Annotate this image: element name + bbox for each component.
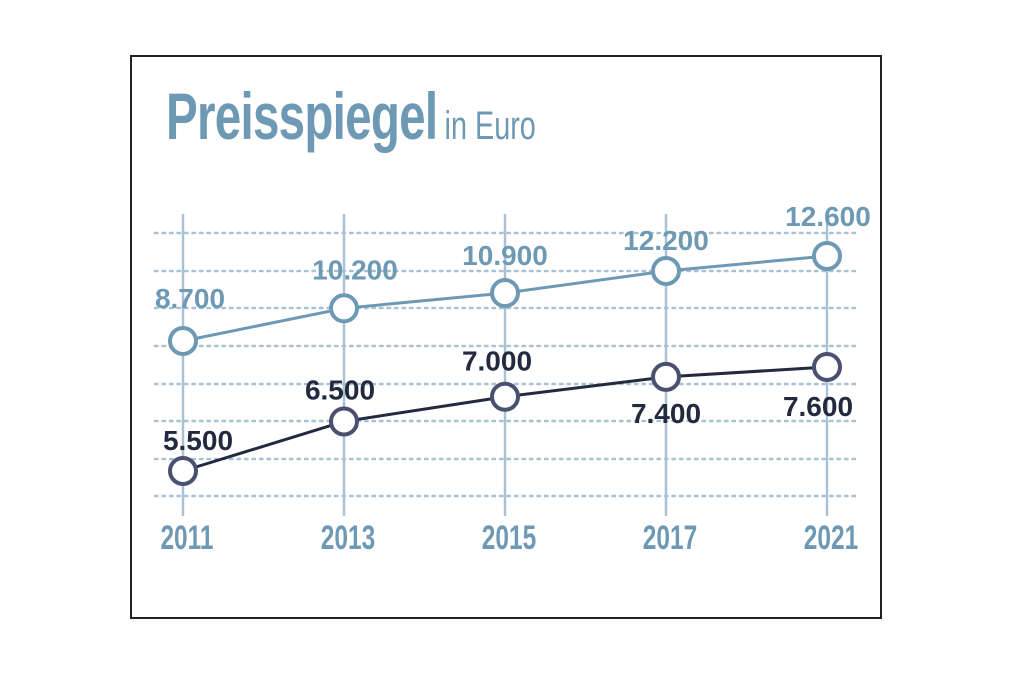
data-label: 10.900 (462, 240, 548, 271)
chart-title: Preisspiegel in Euro (166, 78, 536, 154)
x-tick-label: 2015 (482, 519, 536, 557)
data-label: 8.700 (155, 283, 225, 314)
data-label: 7.600 (783, 391, 853, 422)
x-tick-label: 2013 (321, 519, 375, 557)
data-point (490, 278, 520, 309)
data-point (812, 352, 842, 382)
data-point (329, 406, 359, 437)
x-tick-label: 2017 (643, 519, 697, 557)
title-text: Preisspiegel (166, 79, 438, 153)
data-label: 10.200 (312, 254, 398, 285)
data-label: 5.500 (163, 425, 233, 456)
data-point (490, 381, 520, 412)
data-point (168, 326, 198, 356)
data-label: 12.200 (623, 225, 709, 256)
data-label: 12.600 (785, 201, 871, 232)
data-point (329, 293, 359, 324)
chart-frame (130, 55, 882, 619)
subtitle-text: in Euro (444, 104, 536, 148)
data-point (812, 241, 842, 271)
data-label: 7.000 (462, 346, 532, 377)
data-point (168, 456, 198, 486)
data-point (651, 256, 681, 286)
data-point (651, 361, 681, 392)
data-label: 7.400 (631, 398, 701, 429)
data-label: 6.500 (305, 374, 375, 405)
x-tick-label: 2021 (804, 519, 858, 557)
x-tick-label: 2011 (160, 519, 213, 557)
